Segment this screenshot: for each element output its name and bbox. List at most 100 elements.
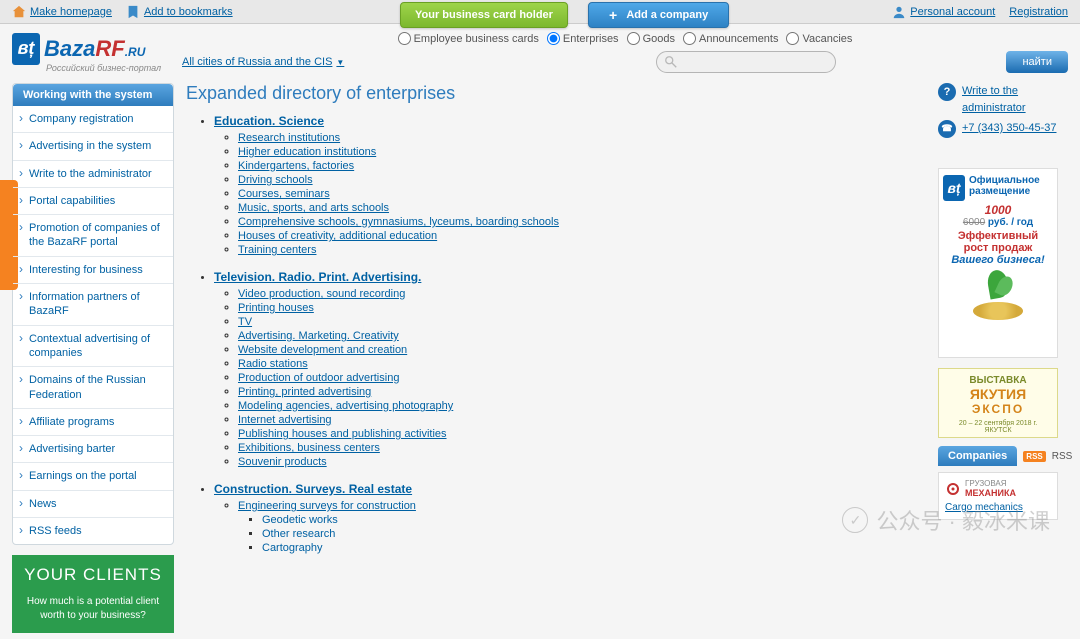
sidebar-item[interactable]: RSS feeds	[13, 517, 173, 544]
subcategory-item: Exhibitions, business centers	[238, 442, 926, 454]
subcategory-link[interactable]: Internet advertising	[238, 414, 332, 426]
sidebar: Working with the system Company registra…	[12, 83, 174, 633]
logo[interactable]: вț BazaRF.RU Российский бизнес-портал	[12, 33, 182, 73]
sidebar-item-link[interactable]: Earnings on the portal	[29, 470, 137, 482]
radio-vacancies[interactable]: Vacancies	[786, 32, 852, 45]
subcategory-link[interactable]: Music, sports, and arts schools	[238, 202, 389, 214]
sidebar-item[interactable]: Advertising barter	[13, 435, 173, 462]
gear-icon	[945, 481, 961, 497]
subcategory-item: Courses, seminars	[238, 188, 926, 200]
sidebar-item-link[interactable]: Company registration	[29, 113, 134, 125]
category-link[interactable]: Television. Radio. Print. Advertising.	[214, 270, 421, 284]
sidebar-item-link[interactable]: Promotion of companies of the BazaRF por…	[29, 222, 160, 248]
category-link[interactable]: Construction. Surveys. Real estate	[214, 482, 412, 496]
sidebar-item-link[interactable]: Contextual advertising of companies	[29, 333, 150, 359]
sidebar-item-link[interactable]: Interesting for business	[29, 264, 143, 276]
subcategory-item: Publishing houses and publishing activit…	[238, 428, 926, 440]
sidebar-item-link[interactable]: Advertising in the system	[29, 140, 151, 152]
sidebar-header: Working with the system	[13, 84, 173, 106]
radio-enterprises[interactable]: Enterprises	[547, 32, 619, 45]
add-bookmarks-link[interactable]: Add to bookmarks	[126, 5, 233, 19]
radio-goods[interactable]: Goods	[627, 32, 675, 45]
subcategory-link[interactable]: Production of outdoor advertising	[238, 372, 399, 384]
search-input[interactable]	[656, 51, 836, 73]
sidebar-item-link[interactable]: Write to the administrator	[29, 168, 152, 180]
subcategory-link[interactable]: Printing houses	[238, 302, 314, 314]
admin-phone-link[interactable]: +7 (343) 350-45-37	[962, 120, 1056, 137]
subcategory-link[interactable]: Printing, printed advertising	[238, 386, 371, 398]
search-button[interactable]: найти	[1006, 51, 1068, 73]
subcategory-link[interactable]: Video production, sound recording	[238, 288, 405, 300]
sidebar-item-link[interactable]: Advertising barter	[29, 443, 115, 455]
subcategory-link[interactable]: Courses, seminars	[238, 188, 330, 200]
sidebar-item[interactable]: Interesting for business	[13, 256, 173, 283]
sidebar-item[interactable]: News	[13, 490, 173, 517]
subcategory-item: Souvenir products	[238, 456, 926, 468]
page-title: Expanded directory of enterprises	[186, 83, 926, 104]
sidebar-box: Working with the system Company registra…	[12, 83, 174, 545]
sidebar-item-link[interactable]: RSS feeds	[29, 525, 82, 537]
subcategory-link[interactable]: Publishing houses and publishing activit…	[238, 428, 447, 440]
sidebar-item-link[interactable]: Portal capabilities	[29, 195, 115, 207]
sub-subcategory-link[interactable]: Other research	[262, 528, 335, 540]
companies-tab[interactable]: Companies	[938, 446, 1017, 466]
subcategory-link[interactable]: Radio stations	[238, 358, 308, 370]
subcategory-link[interactable]: Houses of creativity, additional educati…	[238, 230, 437, 242]
subcategory-link[interactable]: Website development and creation	[238, 344, 407, 356]
radio-announcements[interactable]: Announcements	[683, 32, 779, 45]
clients-text: How much is a potential client worth to …	[22, 595, 164, 623]
write-admin-link[interactable]: Write to the administrator	[962, 83, 1068, 116]
sidebar-item[interactable]: Contextual advertising of companies	[13, 325, 173, 367]
make-homepage-link[interactable]: Make homepage	[12, 5, 112, 19]
sidebar-item[interactable]: Write to the administrator	[13, 160, 173, 187]
content: Expanded directory of enterprises Educat…	[186, 83, 926, 633]
subcategory-link[interactable]: TV	[238, 316, 252, 328]
cities-search-row: All cities of Russia and the CIS ▼ найти	[182, 51, 1068, 73]
sidebar-item-link[interactable]: Affiliate programs	[29, 416, 114, 428]
cargo-link[interactable]: Cargo mechanics	[945, 502, 1051, 513]
sidebar-item[interactable]: Promotion of companies of the BazaRF por…	[13, 214, 173, 256]
subcategory-link[interactable]: Engineering surveys for construction	[238, 500, 416, 512]
sidebar-item-link[interactable]: News	[29, 498, 57, 510]
sidebar-item[interactable]: Information partners of BazaRF	[13, 283, 173, 325]
user-icon	[892, 5, 906, 19]
sub-subcategory-link[interactable]: Geodetic works	[262, 514, 338, 526]
category: Construction. Surveys. Real estate Engine…	[214, 482, 926, 554]
sidebar-item-link[interactable]: Information partners of BazaRF	[29, 291, 140, 317]
registration-link[interactable]: Registration	[1009, 6, 1068, 18]
subcategory-link[interactable]: Research institutions	[238, 132, 340, 144]
category-link[interactable]: Education. Science	[214, 114, 324, 128]
sidebar-item-link[interactable]: Domains of the Russian Federation	[29, 374, 146, 400]
sidebar-item[interactable]: Affiliate programs	[13, 408, 173, 435]
sidebar-item[interactable]: Domains of the Russian Federation	[13, 366, 173, 408]
sidebar-list: Company registration Advertising in the s…	[13, 106, 173, 544]
subcategory-link[interactable]: Exhibitions, business centers	[238, 442, 380, 454]
subcategory-item: Training centers	[238, 244, 926, 256]
topbar: Make homepage Add to bookmarks Your busi…	[0, 0, 1080, 24]
subcategory-link[interactable]: Training centers	[238, 244, 316, 256]
sidebar-item[interactable]: Portal capabilities	[13, 187, 173, 214]
ad-cargo[interactable]: ГРУЗОВАЯ МЕХАНИКА Cargo mechanics	[938, 472, 1058, 520]
subcategory-item: Modeling agencies, advertising photograp…	[238, 400, 926, 412]
radio-business-cards[interactable]: Employee business cards	[398, 32, 539, 45]
home-icon	[12, 5, 26, 19]
subcategory-link[interactable]: Souvenir products	[238, 456, 327, 468]
sidebar-item[interactable]: Advertising in the system	[13, 132, 173, 159]
cities-dropdown[interactable]: All cities of Russia and the CIS ▼	[182, 56, 344, 68]
sub-subcategory-link[interactable]: Cartography	[262, 542, 323, 554]
ad-expo[interactable]: ВЫСТАВКА ЯКУТИЯ ЭКСПО 20 – 22 сентября 2…	[938, 368, 1058, 438]
subcategory-link[interactable]: Comprehensive schools, gymnasiums, lyceu…	[238, 216, 559, 228]
ad-official-placement[interactable]: вț Официальное размещение 1000 6000 руб.…	[938, 168, 1058, 358]
subcategory-link[interactable]: Advertising. Marketing. Creativity	[238, 330, 399, 342]
sidebar-item[interactable]: Earnings on the portal	[13, 462, 173, 489]
sidebar-item[interactable]: Company registration	[13, 106, 173, 132]
subcategory-link[interactable]: Driving schools	[238, 174, 313, 186]
rss-icon[interactable]: RSS	[1023, 451, 1045, 462]
subcategory-link[interactable]: Higher education institutions	[238, 146, 376, 158]
clients-promo[interactable]: YOUR CLIENTS How much is a potential cli…	[12, 555, 174, 633]
subcategory-link[interactable]: Modeling agencies, advertising photograp…	[238, 400, 453, 412]
subcategory-link[interactable]: Kindergartens, factories	[238, 160, 354, 172]
logo-badge-icon: вț	[12, 33, 40, 65]
personal-account-link[interactable]: Personal account	[892, 5, 995, 19]
sub-subcategory-item: Cartography	[262, 542, 926, 554]
